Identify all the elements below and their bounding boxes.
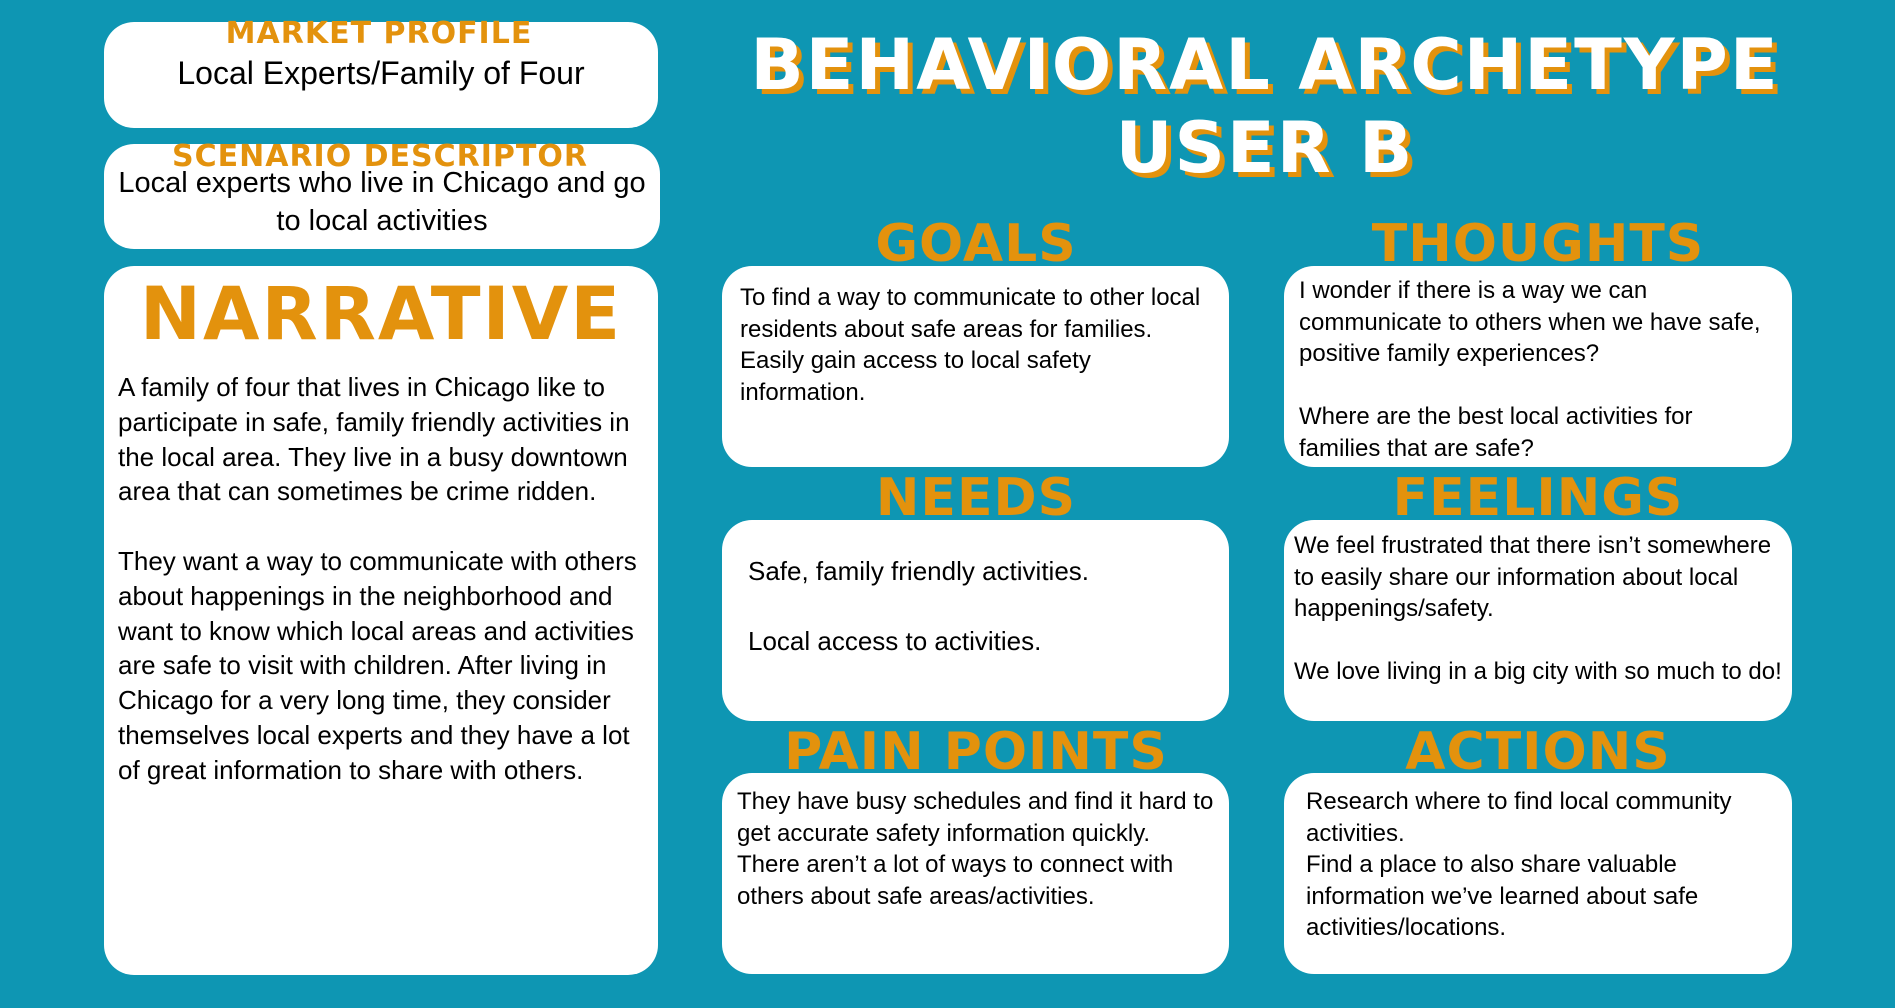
feelings-card: We feel frustrated that there isn’t some… — [1284, 520, 1792, 721]
scenario-descriptor-card: Local experts who live in Chicago and go… — [104, 144, 660, 249]
scenario-descriptor-text: Local experts who live in Chicago and go… — [118, 167, 646, 237]
pain-points-card: They have busy schedules and find it har… — [722, 773, 1229, 974]
market-profile-heading: MARKET PROFILE — [225, 16, 533, 51]
narrative-card: NARRATIVE A family of four that lives in… — [104, 266, 658, 975]
thoughts-heading: THOUGHTS — [1371, 214, 1705, 274]
market-profile-text: Local Experts/Family of Four — [177, 55, 585, 91]
actions-card: Research where to find local community a… — [1284, 773, 1792, 974]
thoughts-card: I wonder if there is a way we can commun… — [1284, 266, 1792, 467]
thoughts-text: I wonder if there is a way we can commun… — [1299, 277, 1761, 462]
actions-text: Research where to find local community a… — [1306, 788, 1732, 941]
needs-heading: NEEDS — [875, 468, 1077, 528]
actions-heading: ACTIONS — [1405, 722, 1671, 782]
goals-text: To find a way to communicate to other lo… — [740, 284, 1201, 406]
feelings-heading: FEELINGS — [1392, 468, 1684, 528]
goals-heading: GOALS — [875, 214, 1077, 274]
market-profile-card: Local Experts/Family of Four — [104, 22, 658, 128]
feelings-text: We feel frustrated that there isn’t some… — [1294, 532, 1782, 685]
page-title-line1: BEHAVIORAL ARCHETYPE — [750, 24, 1780, 106]
goals-card: To find a way to communicate to other lo… — [722, 266, 1229, 467]
needs-card: Safe, family friendly activities. Local … — [722, 520, 1229, 721]
pain-points-heading: PAIN POINTS — [784, 722, 1168, 782]
page-title-line2: USER B — [1115, 107, 1415, 189]
pain-points-text: They have busy schedules and find it har… — [737, 788, 1214, 910]
narrative-heading: NARRATIVE — [139, 272, 623, 357]
needs-text: Safe, family friendly activities. Local … — [748, 556, 1090, 656]
scenario-descriptor-heading: SCENARIO DESCRIPTOR — [172, 139, 588, 174]
narrative-text: A family of four that lives in Chicago l… — [118, 372, 637, 785]
